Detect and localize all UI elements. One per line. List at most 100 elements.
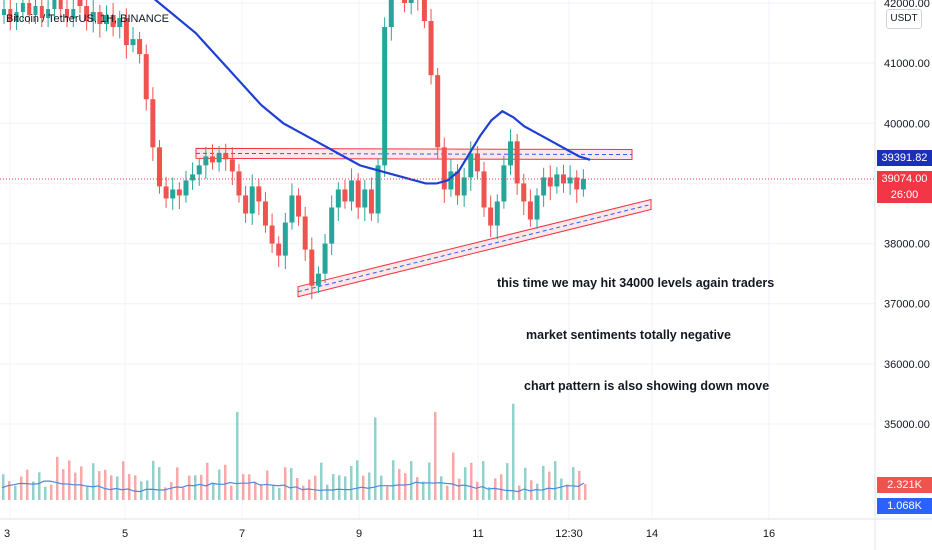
volume-bar <box>182 487 185 500</box>
candle-body <box>508 141 514 166</box>
candle-body <box>474 153 480 172</box>
candle-body <box>156 147 162 187</box>
candle-body <box>501 165 507 202</box>
candle-body <box>289 195 295 223</box>
candle-body <box>368 189 374 214</box>
price-axis[interactable]: 42000.00 41000.00 40000.00 38000.00 37000.00… <box>884 0 930 431</box>
candle-body <box>130 39 136 46</box>
candle-body <box>514 141 520 184</box>
volume-bar <box>584 484 587 500</box>
candle-body <box>209 156 215 163</box>
volume-bar <box>128 474 131 500</box>
volume-bar <box>380 475 383 500</box>
candle-body <box>236 171 242 196</box>
volume-bar <box>344 476 347 500</box>
currency-badge[interactable]: USDT <box>886 9 922 29</box>
volume-bar <box>512 403 515 500</box>
volume-bar <box>488 487 491 500</box>
annotation-1: this time we may hit 34000 levels again … <box>497 276 775 290</box>
volume-bar <box>386 486 389 500</box>
lower-channel-band <box>297 198 652 298</box>
candle-body <box>117 18 123 28</box>
volume-bar <box>260 484 263 500</box>
volume-bar <box>110 475 113 500</box>
time-tick-label: 9 <box>356 528 362 540</box>
volume-bar <box>26 469 29 500</box>
volume-bar <box>194 475 197 500</box>
candle-body <box>342 189 348 202</box>
price-tick-label: 37000.00 <box>884 299 930 311</box>
candle-body <box>269 225 275 244</box>
volume-bar <box>356 460 359 500</box>
candle-body <box>65 9 69 19</box>
candle-body <box>14 12 19 22</box>
volume-bar <box>434 411 437 500</box>
candle-body <box>534 195 540 220</box>
candle-body <box>461 177 467 196</box>
volume-bar <box>428 462 431 500</box>
candle-body <box>435 75 441 148</box>
candle-body <box>150 99 156 148</box>
time-tick-label: 3 <box>4 528 10 540</box>
candle-body <box>322 243 328 274</box>
candle-body <box>2 9 6 16</box>
volume-bar <box>404 473 407 500</box>
candle-body <box>71 9 76 19</box>
candle-body <box>315 273 321 286</box>
volume-bar <box>422 481 425 500</box>
time-axis[interactable]: 3 5 7 9 11 12:30 14 16 <box>4 528 775 540</box>
candle-body <box>455 171 461 196</box>
candle-body <box>580 178 586 190</box>
volume-bar <box>68 460 71 500</box>
volume-bar <box>254 481 257 500</box>
candle-body <box>8 9 13 22</box>
price-tick-label: 42000.00 <box>884 0 930 10</box>
volume-bar <box>272 484 275 500</box>
time-tick-label: 14 <box>646 528 658 540</box>
candle-body <box>110 15 116 28</box>
volume-bar <box>242 474 245 500</box>
volume-bar <box>296 477 299 500</box>
candle-body <box>163 186 169 199</box>
price-tick-label: 36000.00 <box>884 359 930 371</box>
volume-bar <box>458 478 461 500</box>
volume-bar <box>338 475 341 500</box>
volume-bar <box>470 462 473 500</box>
volume-bar <box>482 461 485 500</box>
candle-body <box>468 153 474 178</box>
candle-body <box>554 174 560 187</box>
candle-body <box>282 222 288 256</box>
volume-bar <box>200 474 203 500</box>
last-price-tag: 39074.00 <box>877 171 932 187</box>
candle-body <box>170 189 176 199</box>
volume-bar <box>146 480 149 500</box>
volume-bar <box>188 475 191 500</box>
candle-body <box>27 3 32 16</box>
volume-bar <box>170 481 173 500</box>
price-tick-label: 38000.00 <box>884 239 930 251</box>
volume-bar <box>38 472 41 500</box>
countdown-tag: 26:00 <box>877 187 932 203</box>
volume-bar <box>452 452 455 500</box>
volume-bar <box>500 474 503 500</box>
volume-bar <box>158 467 161 500</box>
volume-bars <box>2 403 587 500</box>
volume-bar <box>206 462 209 500</box>
candle-body <box>20 3 25 13</box>
candle-body <box>296 195 302 217</box>
candle-body <box>39 6 44 19</box>
candle-body <box>46 9 51 19</box>
channel-drawings[interactable] <box>195 147 652 298</box>
volume-bar <box>152 460 155 500</box>
volume-bar <box>476 481 479 500</box>
volume-bar <box>236 411 239 500</box>
candle-body <box>382 27 388 166</box>
volume-bar <box>566 484 569 500</box>
candle-body <box>428 21 434 76</box>
candle-body <box>362 189 368 208</box>
lower-channel-midline <box>297 203 652 293</box>
volume-bar <box>326 484 329 500</box>
candle-body <box>441 147 447 190</box>
volume-bar <box>410 461 413 500</box>
